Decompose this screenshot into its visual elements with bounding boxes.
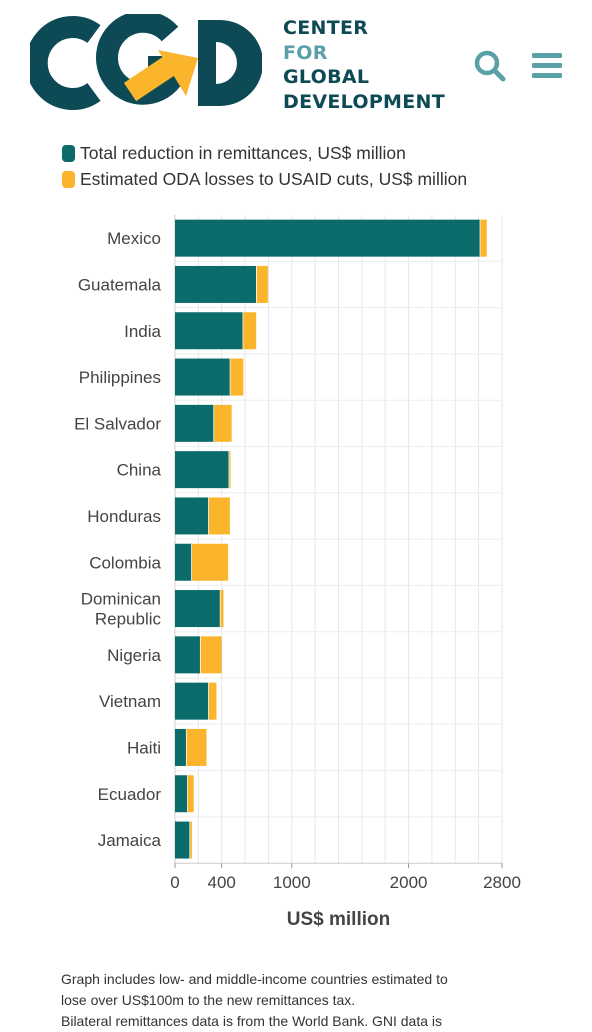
bar-oda bbox=[214, 404, 232, 442]
bar-remittance bbox=[175, 682, 209, 720]
bar-oda bbox=[230, 358, 244, 396]
menu-button[interactable] bbox=[530, 48, 566, 84]
org-line-global: GLOBAL bbox=[283, 66, 370, 88]
y-tick-label: Nigeria bbox=[107, 646, 161, 665]
y-tick-label: Colombia bbox=[89, 553, 161, 572]
y-tick-label: Republic bbox=[95, 610, 162, 629]
x-tick-label: 0 bbox=[170, 873, 179, 892]
x-tick-label: 1000 bbox=[273, 873, 311, 892]
legend-item-remittances[interactable]: Total reduction in remittances, US$ mill… bbox=[62, 140, 467, 166]
bar-oda bbox=[200, 636, 222, 674]
bar-oda bbox=[208, 497, 230, 535]
hamburger-menu-icon bbox=[532, 53, 562, 78]
bar-oda bbox=[229, 451, 231, 489]
bar-remittance bbox=[175, 358, 231, 396]
org-wordmark: CENTER FOR GLOBAL DEVELOPMENT bbox=[283, 16, 445, 114]
y-tick-label: Ecuador bbox=[98, 785, 162, 804]
legend-label-oda: Estimated ODA losses to USAID cuts, US$ … bbox=[80, 168, 468, 189]
y-tick-label: Haiti bbox=[127, 738, 161, 757]
org-line-center: CENTER bbox=[283, 17, 369, 39]
bar-remittance bbox=[175, 265, 257, 303]
footnote-line-3: Bilateral remittances data is from the W… bbox=[61, 1013, 443, 1029]
bar-oda bbox=[208, 682, 217, 720]
chart-legend: Total reduction in remittances, US$ mill… bbox=[62, 140, 467, 192]
bar-remittance bbox=[175, 728, 187, 766]
footnote-line-1: Graph includes low- and middle-income co… bbox=[61, 971, 448, 987]
y-tick-label: China bbox=[117, 461, 162, 480]
y-tick-label: Mexico bbox=[107, 229, 161, 248]
bar-remittance bbox=[175, 219, 481, 257]
org-line-development: DEVELOPMENT bbox=[283, 90, 445, 113]
bar-oda bbox=[186, 728, 207, 766]
y-tick-label: Jamaica bbox=[98, 831, 162, 850]
bar-remittance bbox=[175, 497, 209, 535]
footnote-line-2: lose over US$100m to the new remittances… bbox=[61, 992, 356, 1008]
search-button[interactable] bbox=[472, 48, 508, 84]
bar-remittance bbox=[175, 775, 188, 813]
org-line-for: FOR bbox=[283, 41, 328, 64]
bar-oda bbox=[220, 590, 224, 628]
legend-item-oda[interactable]: Estimated ODA losses to USAID cuts, US$ … bbox=[62, 166, 467, 192]
bar-oda bbox=[190, 821, 192, 859]
bar-oda bbox=[187, 775, 194, 813]
legend-swatch-remittances bbox=[62, 144, 75, 162]
bar-oda bbox=[480, 219, 487, 257]
bar-chart: Mexico Guatemala India Philippines El Salvad… bbox=[74, 215, 521, 930]
bar-remittance bbox=[175, 543, 192, 581]
bar-oda bbox=[256, 265, 268, 303]
x-axis-title: US$ million bbox=[287, 909, 390, 930]
y-tick-label: Guatemala bbox=[78, 275, 162, 294]
y-tick-label: Philippines bbox=[79, 368, 161, 387]
bar-remittance bbox=[175, 451, 230, 489]
x-tick-label: 2000 bbox=[390, 873, 428, 892]
bar-remittance bbox=[175, 636, 201, 674]
bar-remittance bbox=[175, 404, 215, 442]
legend-swatch-oda bbox=[62, 170, 75, 188]
y-tick-label: El Salvador bbox=[74, 414, 161, 433]
bar-remittance bbox=[175, 312, 244, 350]
cgd-logo[interactable] bbox=[30, 14, 262, 112]
y-tick-label: Dominican bbox=[81, 590, 161, 609]
y-tick-label: Vietnam bbox=[99, 692, 161, 711]
x-tick-label: 2800 bbox=[483, 873, 521, 892]
x-tick-label: 400 bbox=[208, 873, 236, 892]
search-icon bbox=[474, 50, 506, 82]
site-header: CENTER FOR GLOBAL DEVELOPMENT bbox=[0, 0, 592, 130]
bar-oda bbox=[191, 543, 229, 581]
bar-oda bbox=[243, 312, 257, 350]
chart-footnote: Graph includes low- and middle-income co… bbox=[61, 969, 531, 1032]
bar-remittance bbox=[175, 821, 191, 859]
bar-remittance bbox=[175, 590, 221, 628]
y-tick-label: Honduras bbox=[87, 507, 161, 526]
y-tick-label: India bbox=[124, 322, 161, 341]
legend-label-remittances: Total reduction in remittances, US$ mill… bbox=[80, 142, 406, 163]
